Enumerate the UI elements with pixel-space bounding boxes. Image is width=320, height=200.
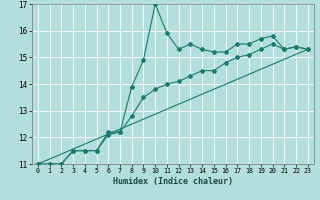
- X-axis label: Humidex (Indice chaleur): Humidex (Indice chaleur): [113, 177, 233, 186]
